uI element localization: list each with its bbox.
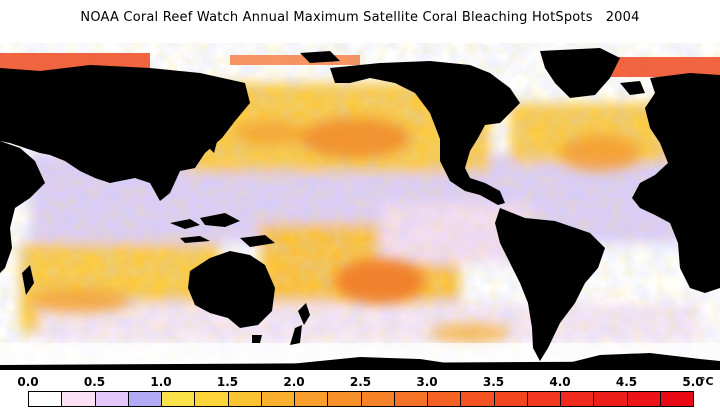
color-legend xyxy=(28,391,694,407)
legend-labels: 0.0 0.5 1.0 1.5 2.0 2.5 3.0 3.5 4.0 4.5 5.0 °C xyxy=(0,375,720,391)
legend-swatch xyxy=(327,391,362,407)
legend-swatch xyxy=(427,391,462,407)
legend-swatch xyxy=(659,391,694,407)
land-masses xyxy=(0,48,720,370)
legend-swatch xyxy=(360,391,395,407)
legend-tick-label: 1.0 xyxy=(150,375,172,389)
legend-swatch xyxy=(94,391,129,407)
ocean-hotspot-zones xyxy=(0,43,720,370)
legend-swatch xyxy=(61,391,96,407)
legend-tick-label: 0.0 xyxy=(17,375,39,389)
legend-swatch xyxy=(393,391,428,407)
map-title: NOAA Coral Reef Watch Annual Maximum Sat… xyxy=(80,10,640,25)
legend-tick-label: 0.5 xyxy=(83,375,106,389)
legend-swatch xyxy=(560,391,595,407)
hotspot-map xyxy=(0,43,720,370)
legend-tick-label: 1.5 xyxy=(216,375,239,389)
legend-swatch xyxy=(460,391,495,407)
legend-tick-label: 5.0 xyxy=(682,375,704,389)
legend-swatch xyxy=(227,391,262,407)
legend-tick-label: 2.5 xyxy=(349,375,372,389)
legend-swatch xyxy=(161,391,196,407)
legend-swatch xyxy=(593,391,628,407)
legend-tick-label: 2.0 xyxy=(283,375,305,389)
legend-tick-label: 4.0 xyxy=(549,375,571,389)
legend-unit: °C xyxy=(700,375,714,388)
legend-tick-label: 3.0 xyxy=(416,375,438,389)
legend-swatch xyxy=(194,391,229,407)
legend-swatch xyxy=(260,391,295,407)
legend-swatch xyxy=(493,391,528,407)
legend-swatch xyxy=(626,391,661,407)
legend-swatch xyxy=(127,391,162,407)
legend-tick-label: 4.5 xyxy=(615,375,638,389)
legend-swatch xyxy=(28,391,63,407)
legend-swatch xyxy=(526,391,561,407)
legend-tick-label: 3.5 xyxy=(482,375,505,389)
legend-swatch xyxy=(294,391,329,407)
